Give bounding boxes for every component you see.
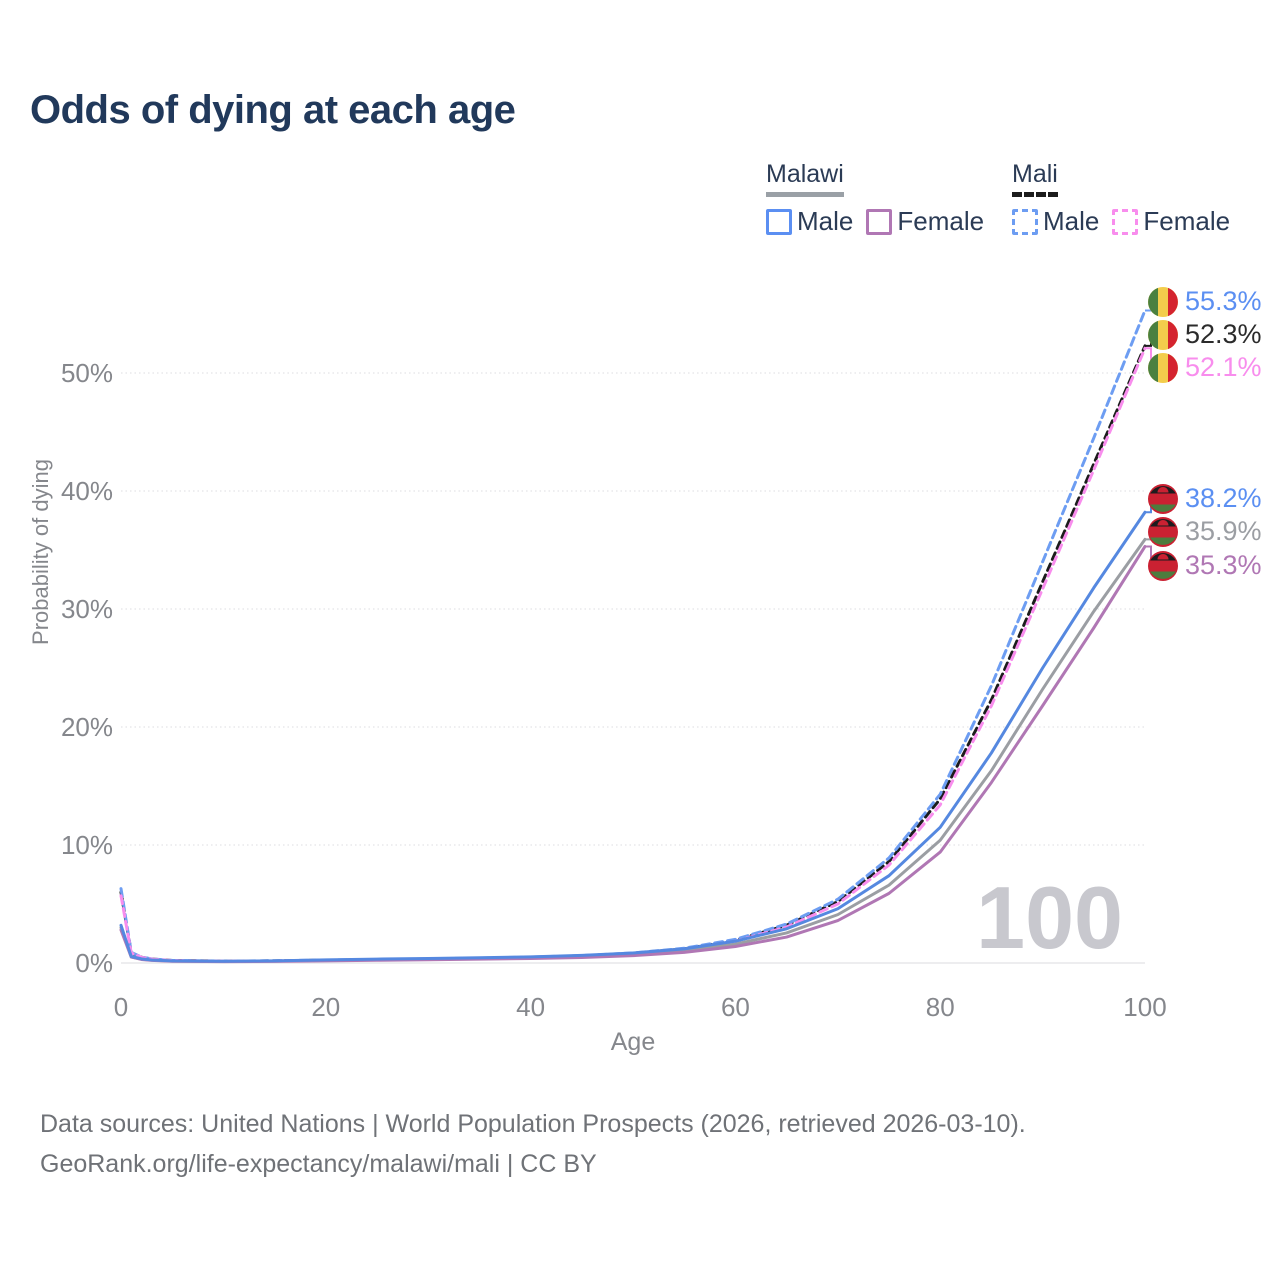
end-label-value-malawi-female: 35.3%: [1185, 550, 1262, 580]
mali-flag-icon: [1148, 286, 1178, 317]
end-label-value-malawi-male: 38.2%: [1185, 483, 1262, 513]
y-tick-label-20: 20%: [61, 712, 113, 742]
x-tick-label-40: 40: [516, 992, 545, 1022]
series-line-malawi-male: [119, 510, 1147, 963]
y-tick-label-40: 40%: [61, 476, 113, 506]
end-label-malawi-male: 38.2%: [1148, 483, 1262, 514]
series-line-mali-male: [119, 308, 1147, 963]
x-tick-label-100: 100: [1123, 992, 1166, 1022]
end-label-value-mali-female: 52.1%: [1185, 352, 1262, 382]
footer: Data sources: United Nations | World Pop…: [40, 1104, 1026, 1184]
mali-flag-icon: [1148, 319, 1178, 350]
end-label-value-mali-male: 55.3%: [1185, 286, 1262, 316]
legend-group-mali: Mali Male Female: [1012, 160, 1230, 237]
y-tick-label-0: 0%: [75, 948, 113, 978]
age-watermark: 100: [976, 868, 1123, 967]
end-label-mali-male: 55.3%: [1148, 286, 1262, 317]
y-tick-label-50: 50%: [61, 358, 113, 388]
legend-item-mali-female[interactable]: Female: [1112, 206, 1230, 237]
legend-label: Female: [897, 206, 985, 236]
x-tick-label-20: 20: [311, 992, 340, 1022]
y-tick-label-10: 10%: [61, 830, 113, 860]
mali-flag-icon: [1148, 352, 1178, 383]
legend-group-malawi: Malawi Male Female: [766, 160, 984, 237]
y-axis-title: Probability of dying: [28, 459, 53, 645]
legend-item-malawi-female[interactable]: Female: [866, 206, 984, 237]
x-tick-label-0: 0: [114, 992, 128, 1022]
end-label-mali-female: 52.1%: [1148, 352, 1262, 383]
end-label-mali-both: 52.3%: [1148, 319, 1262, 350]
legend-item-mali-male[interactable]: Male: [1012, 206, 1099, 237]
malawi-flag-icon: [1148, 516, 1178, 547]
malawi-female-swatch-icon[interactable]: [866, 208, 893, 235]
end-label-malawi-both: 35.9%: [1148, 516, 1262, 547]
legend-header-mali[interactable]: Mali: [1012, 160, 1058, 197]
mali-male-swatch-icon[interactable]: [1012, 208, 1038, 235]
end-label-value-malawi-both: 35.9%: [1185, 516, 1262, 546]
malawi-male-swatch-icon[interactable]: [766, 208, 792, 235]
x-tick-label-80: 80: [926, 992, 955, 1022]
legend-label: Male: [1043, 206, 1100, 236]
malawi-flag-icon: [1148, 483, 1178, 514]
page-title: Odds of dying at each age: [30, 88, 516, 132]
legend-items-malawi: Male Female: [766, 206, 984, 237]
legend-label: Male: [797, 206, 854, 236]
end-label-value-mali-both: 52.3%: [1185, 319, 1262, 349]
footer-attribution: GeoRank.org/life-expectancy/malawi/mali …: [40, 1150, 597, 1178]
legend-label: Female: [1143, 206, 1231, 236]
footer-data-sources: Data sources: United Nations | World Pop…: [40, 1110, 1026, 1138]
legend-item-malawi-male[interactable]: Male: [766, 206, 853, 237]
y-tick-label-30: 30%: [61, 594, 113, 624]
legend-items-mali: Male Female: [1012, 206, 1230, 237]
x-tick-label-60: 60: [721, 992, 750, 1022]
legend-header-malawi[interactable]: Malawi: [766, 160, 844, 197]
mali-female-swatch-icon[interactable]: [1112, 208, 1139, 235]
malawi-flag-icon: [1148, 550, 1178, 581]
end-label-malawi-female: 35.3%: [1148, 550, 1262, 581]
x-axis-title: Age: [611, 1028, 655, 1056]
